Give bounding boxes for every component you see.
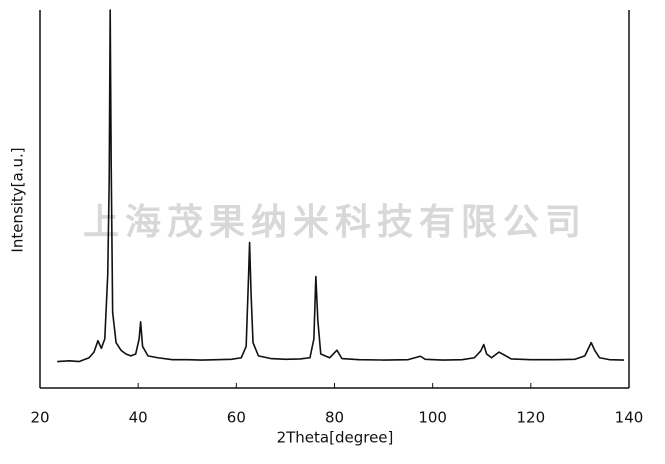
x-tick-label: 100 <box>418 409 447 427</box>
x-tick-label: 60 <box>227 409 246 427</box>
x-tick-label: 40 <box>129 409 148 427</box>
watermark: 上海茂果纳米科技有限公司 <box>83 201 587 243</box>
x-axis-label: 2Theta[degree] <box>277 429 394 447</box>
x-tick-label: 80 <box>325 409 344 427</box>
y-axis-label: Intensity[a.u.] <box>9 147 27 252</box>
xrd-line <box>57 9 625 363</box>
x-tick-label: 120 <box>517 409 546 427</box>
x-tick-label: 20 <box>30 409 49 427</box>
x-tick-label: 140 <box>615 409 644 427</box>
